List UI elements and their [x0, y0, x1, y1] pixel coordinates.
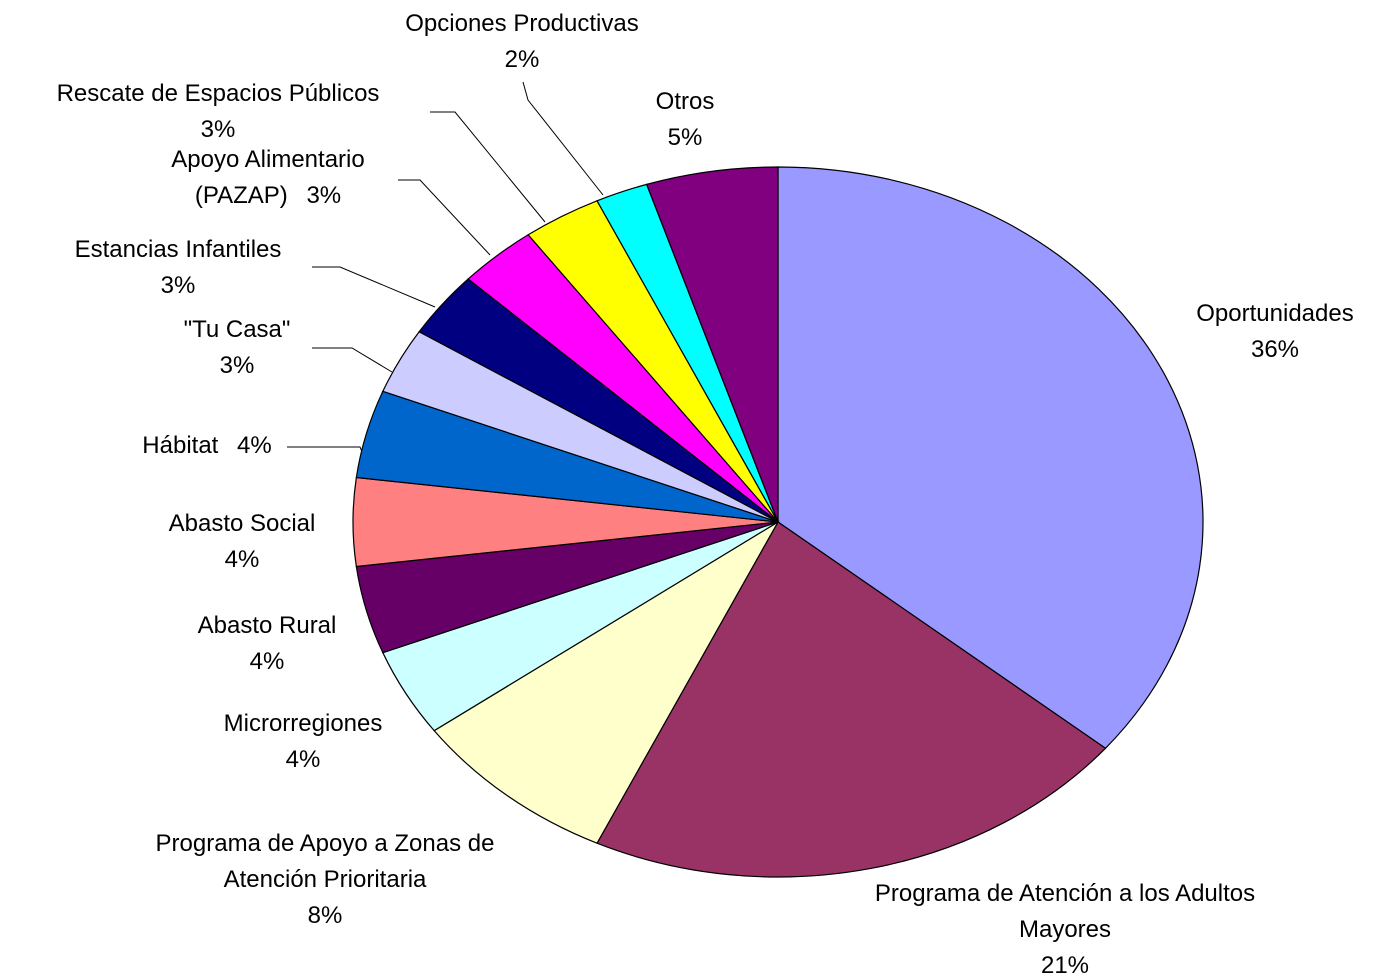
category-name: Microrregiones	[223, 710, 383, 737]
value-label: 4%	[285, 746, 321, 773]
slice-label: Microrregiones 4%	[173, 706, 433, 778]
leader-line	[312, 266, 436, 308]
value-label: 8%	[307, 902, 343, 929]
category-name: Oportunidades	[1196, 300, 1354, 327]
slice-label: Programa de Atención a los Adultos Mayor…	[855, 876, 1275, 976]
value-label: 3%	[219, 352, 255, 379]
category-name: "Tu Casa"	[183, 316, 291, 343]
slice-label: "Tu Casa" 3%	[137, 312, 337, 384]
value-label: 3%	[160, 272, 196, 299]
value-label: 2%	[504, 46, 540, 73]
value-label: 4%	[237, 432, 272, 459]
slice-label: Programa de Apoyo a Zonas de Atención Pr…	[110, 826, 540, 934]
category-name: Estancias Infantiles	[74, 236, 282, 263]
leader-line	[398, 179, 491, 256]
slice-label: Hábitat 4%	[107, 428, 307, 464]
slice-label: Abasto Social 4%	[112, 506, 372, 578]
slice-label: Estancias Infantiles 3%	[28, 232, 328, 304]
category-name: Apoyo Alimentario (PAZAP)	[171, 146, 365, 209]
category-name: Rescate de Espacios Públicos	[56, 80, 380, 107]
slice-label: Oportunidades 36%	[1145, 296, 1381, 368]
pie-slice	[433, 520, 780, 844]
category-name: Programa de Atención a los Adultos Mayor…	[874, 880, 1256, 943]
value-label: 21%	[1040, 952, 1090, 976]
leader-line	[312, 347, 393, 373]
value-label: 5%	[667, 124, 703, 151]
value-label: 36%	[1250, 336, 1300, 363]
value-label: 3%	[200, 116, 236, 143]
category-name: Otros	[655, 88, 715, 115]
slice-label: Abasto Rural 4%	[137, 608, 397, 680]
pie-slice	[596, 521, 1107, 878]
value-label: 4%	[249, 648, 285, 675]
category-name: Opciones Productivas	[405, 10, 639, 37]
pie-slice	[645, 166, 779, 523]
slice-label: Opciones Productivas 2%	[352, 6, 692, 78]
category-name: Programa de Apoyo a Zonas de Atención Pr…	[155, 830, 495, 893]
leader-line	[522, 81, 604, 196]
slice-label: Otros 5%	[605, 84, 765, 156]
slice-label: Rescate de Espacios Públicos 3%	[0, 76, 438, 148]
category-name: Hábitat	[142, 432, 219, 459]
leader-lines	[287, 81, 604, 453]
value-label: 3%	[306, 182, 342, 209]
leader-line	[430, 111, 546, 223]
pie-slice	[777, 166, 1204, 750]
category-name: Abasto Social	[168, 510, 316, 537]
category-name: Abasto Rural	[197, 612, 337, 639]
slice-label: Apoyo Alimentario (PAZAP) 3%	[143, 142, 393, 214]
value-label: 4%	[224, 546, 260, 573]
